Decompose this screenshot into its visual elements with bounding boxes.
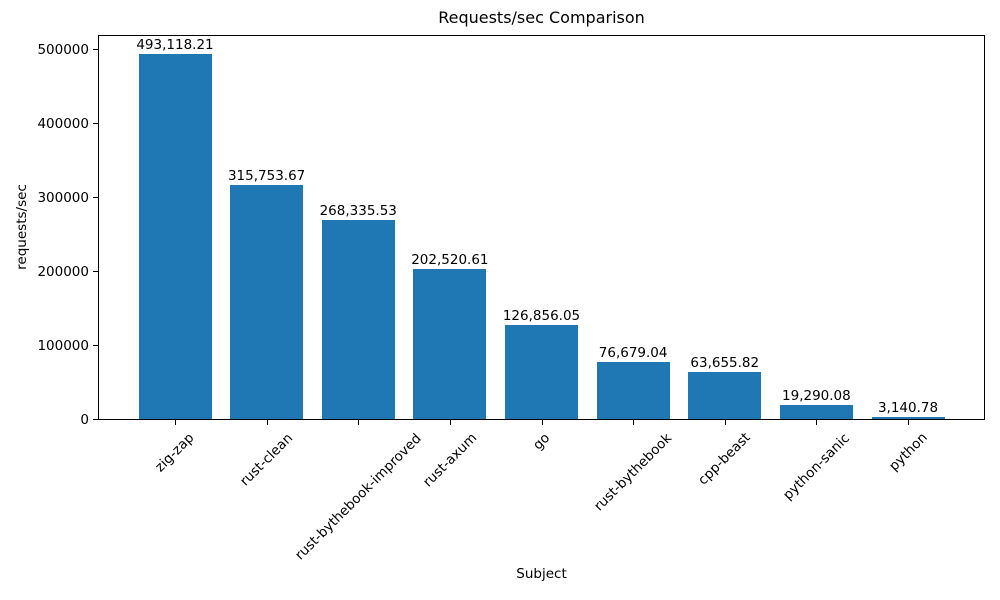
bar-value-label: 63,655.82 (690, 355, 760, 371)
y-tick-label: 0 (80, 412, 89, 428)
bar-value-label: 3,140.78 (877, 400, 939, 416)
chart-title: Requests/sec Comparison (438, 8, 645, 27)
x-tick-mark (449, 420, 451, 425)
bar-value-label: 126,856.05 (502, 308, 581, 324)
x-tick-mark (175, 420, 176, 425)
x-tick-mark (633, 420, 635, 425)
bar-value-label: 19,290.08 (782, 388, 851, 404)
x-tick-label-python: python (885, 429, 931, 475)
x-tick-mark (908, 420, 909, 425)
bar-rust-bythebook-improved (321, 220, 395, 419)
bar-value-label: 268,335.53 (319, 203, 397, 219)
x-tick-label-rust-clean: rust-clean (236, 430, 297, 490)
x-tick-mark (358, 420, 360, 425)
x-tick-mark (541, 420, 543, 425)
y-tick-label: 100000 (37, 337, 89, 354)
bar-rust-clean (230, 185, 304, 419)
x-axis-label: Subject (516, 566, 567, 582)
x-tick-mark (724, 420, 726, 425)
x-tick-label-python-sanic: python-sanic (779, 429, 853, 503)
y-tick-label: 300000 (37, 189, 89, 206)
bar-value-label: 315,753.67 (227, 168, 306, 184)
y-tick-mark (93, 48, 98, 50)
x-tick-label-rust-axum: rust-axum (419, 429, 481, 491)
y-tick-mark (93, 419, 98, 420)
x-tick-label-rust-bythebook-improved: rust-bythebook-improved (291, 430, 425, 563)
bar-value-label: 493,118.21 (136, 37, 214, 53)
bar-zig-zap (138, 54, 212, 419)
y-tick-mark (93, 344, 98, 346)
y-tick-label: 500000 (37, 41, 89, 58)
y-tick-label: 400000 (37, 115, 89, 132)
x-tick-label-cpp-beast: cpp-beast (695, 430, 755, 489)
x-tick-mark (816, 420, 818, 425)
x-tick-label-go: go (529, 430, 554, 454)
bar-rust-bythebook (596, 362, 670, 419)
bar-rust-axum (413, 269, 487, 419)
y-tick-mark (93, 122, 98, 124)
y-tick-mark (93, 270, 98, 272)
x-tick-label-zig-zap: zig-zap (152, 429, 198, 476)
y-tick-mark (93, 196, 98, 198)
bar-value-label: 202,520.61 (411, 252, 489, 268)
bar-python-sanic (779, 405, 853, 419)
bar-cpp-beast (688, 372, 762, 419)
bar-value-label: 76,679.04 (598, 345, 668, 361)
y-tick-label: 200000 (37, 263, 89, 280)
bar-go (505, 325, 578, 419)
x-tick-label-rust-bythebook: rust-bythebook (591, 430, 676, 515)
x-tick-mark (266, 420, 268, 425)
bar-python (871, 417, 945, 419)
